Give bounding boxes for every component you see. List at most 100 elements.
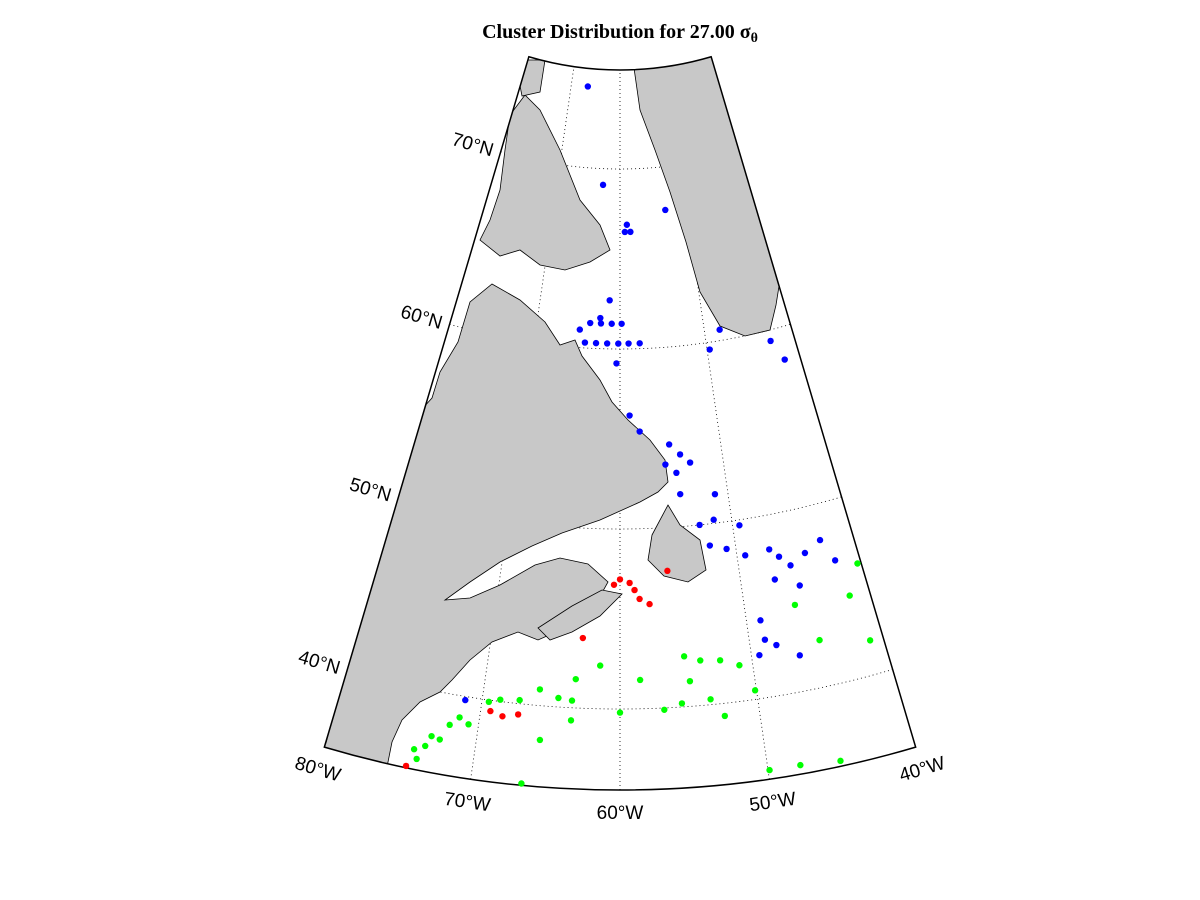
station-dot bbox=[631, 586, 638, 594]
station-dot bbox=[662, 206, 669, 214]
station-dot bbox=[766, 766, 773, 774]
station-dot bbox=[603, 340, 611, 347]
station-dot bbox=[613, 360, 620, 367]
station-dot bbox=[756, 651, 763, 659]
station-dot bbox=[676, 451, 684, 458]
station-dot bbox=[736, 522, 743, 529]
station-dot bbox=[497, 696, 504, 703]
station-dot bbox=[599, 181, 607, 189]
station-dot bbox=[487, 707, 494, 715]
title-subscript: θ bbox=[751, 31, 758, 46]
station-dot bbox=[579, 634, 587, 642]
station-dot bbox=[618, 320, 625, 327]
station-dot bbox=[767, 337, 774, 345]
station-dot bbox=[636, 676, 644, 684]
station-dot bbox=[771, 576, 779, 583]
nova-scotia bbox=[537, 589, 623, 641]
station-dot bbox=[616, 576, 624, 583]
station-dot bbox=[677, 490, 684, 498]
station-dot bbox=[664, 567, 671, 575]
parallel-line bbox=[398, 496, 842, 530]
lat-tick-label: 60°N bbox=[398, 302, 445, 334]
station-dot bbox=[646, 600, 653, 608]
station-dot bbox=[706, 542, 714, 549]
station-dot bbox=[757, 617, 764, 624]
station-dot bbox=[673, 469, 680, 477]
station-dot bbox=[446, 721, 453, 729]
lat-tick-label: 40°N bbox=[296, 647, 343, 679]
station-dot bbox=[736, 662, 743, 669]
station-dot bbox=[696, 521, 703, 529]
map-title: Cluster Distribution for 27.00 σθ bbox=[482, 21, 758, 47]
land bbox=[324, 56, 781, 791]
station-dot bbox=[410, 746, 418, 753]
station-dot bbox=[636, 340, 643, 347]
station-dot bbox=[627, 228, 634, 236]
station-dot bbox=[592, 339, 600, 347]
station-dot bbox=[555, 694, 562, 702]
station-dot bbox=[608, 320, 615, 327]
station-dot bbox=[456, 714, 463, 721]
station-dot bbox=[536, 686, 544, 693]
station-dot bbox=[801, 549, 809, 557]
station-dot bbox=[661, 706, 668, 713]
station-dot bbox=[831, 557, 839, 564]
lon-tick-label: 60°W bbox=[597, 803, 644, 824]
station-dot bbox=[816, 636, 823, 644]
station-dot bbox=[597, 320, 605, 327]
station-dot bbox=[775, 553, 783, 560]
north-america bbox=[324, 283, 669, 791]
station-dot bbox=[518, 780, 525, 787]
newfoundland bbox=[647, 504, 707, 583]
map-frame-group bbox=[323, 55, 917, 791]
station-dot bbox=[781, 356, 788, 363]
station-dot bbox=[402, 762, 410, 770]
station-dot bbox=[581, 339, 589, 346]
station-dot bbox=[697, 657, 704, 664]
station-dot bbox=[716, 326, 723, 333]
title-text: Cluster Distribution for 27.00 σ bbox=[482, 21, 751, 43]
station-dot bbox=[597, 314, 604, 322]
station-dot bbox=[710, 516, 717, 523]
baffin-island bbox=[479, 94, 611, 271]
station-dot bbox=[791, 601, 799, 609]
station-dot bbox=[514, 711, 522, 718]
station-dot bbox=[787, 562, 794, 569]
station-dot bbox=[621, 228, 629, 236]
station-dot bbox=[816, 536, 824, 544]
station-dot bbox=[797, 761, 804, 769]
meridian-line bbox=[665, 66, 770, 780]
station-dot bbox=[516, 696, 523, 704]
lat-tick-label: 70°N bbox=[449, 129, 496, 161]
lon-tick-label: 40°W bbox=[897, 753, 948, 786]
station-dot bbox=[576, 326, 584, 333]
station-dot bbox=[707, 696, 714, 703]
greenland bbox=[629, 56, 781, 337]
station-dot bbox=[854, 560, 861, 567]
station-dot bbox=[662, 461, 669, 468]
lon-tick-label: 50°W bbox=[748, 789, 797, 816]
station-dot bbox=[616, 709, 624, 716]
station-dot bbox=[837, 757, 844, 765]
station-dot bbox=[711, 490, 719, 498]
station-dot bbox=[636, 428, 643, 435]
station-dot bbox=[796, 582, 803, 589]
station-dot bbox=[615, 340, 622, 347]
station-dot bbox=[587, 319, 594, 327]
station-dot bbox=[499, 713, 506, 720]
station-dot bbox=[428, 732, 435, 740]
station-dot bbox=[742, 552, 749, 559]
station-dot bbox=[721, 712, 729, 720]
station-dot bbox=[773, 641, 780, 649]
station-dot bbox=[485, 698, 493, 706]
station-dot bbox=[625, 340, 632, 347]
station-dot bbox=[413, 755, 420, 763]
station-dot bbox=[706, 346, 713, 353]
station-dot bbox=[766, 546, 773, 553]
station-dot bbox=[568, 697, 576, 704]
station-dot bbox=[610, 581, 618, 588]
station-dot bbox=[626, 412, 633, 419]
parallel-line bbox=[347, 669, 893, 710]
lat-tick-label: 50°N bbox=[347, 474, 394, 506]
